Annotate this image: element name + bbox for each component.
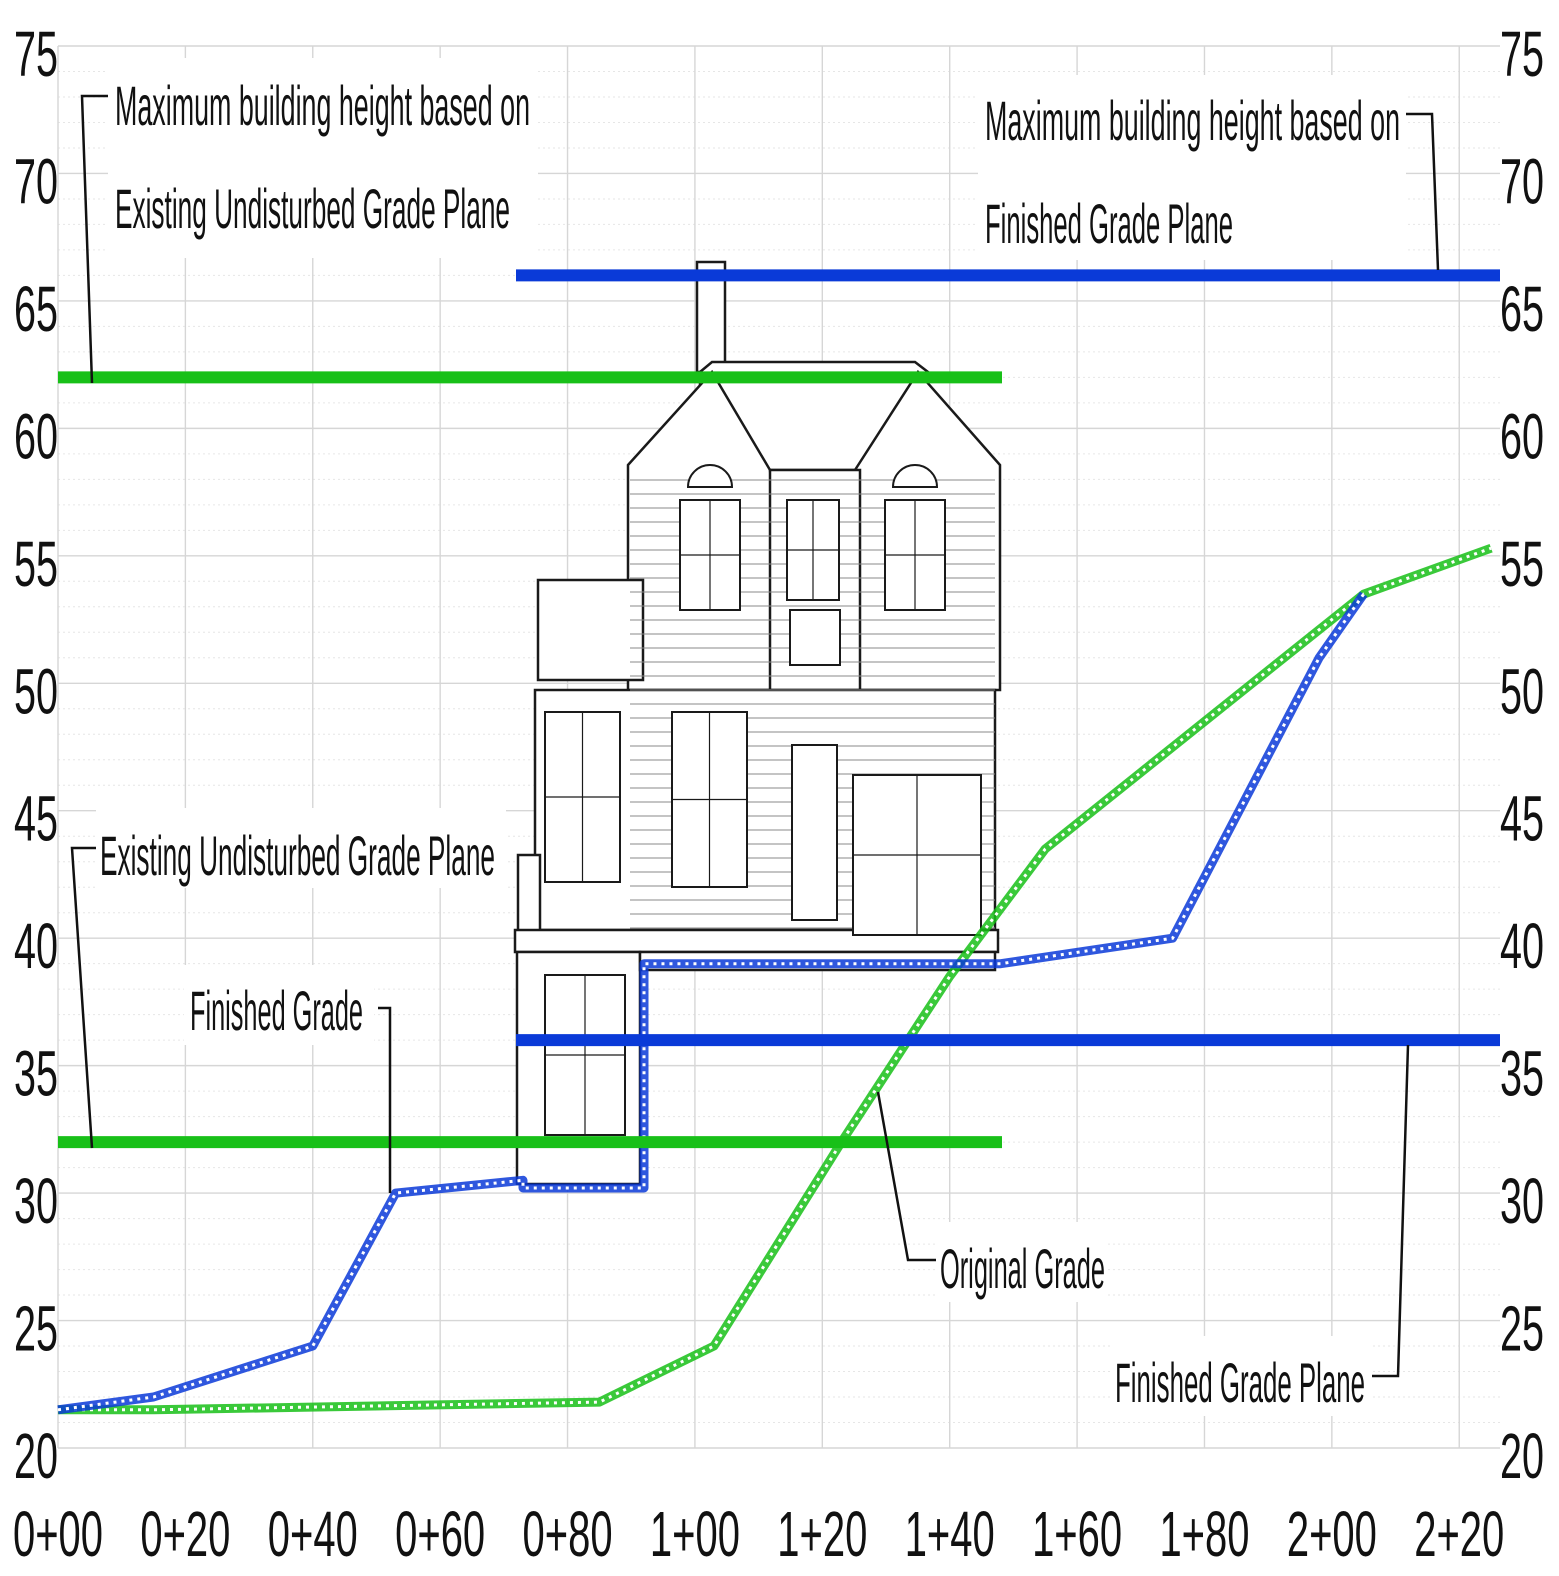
y-tick-label-right: 70 xyxy=(1500,145,1544,217)
x-tick-label: 0+40 xyxy=(268,1498,358,1570)
label-bg-max-existing xyxy=(108,58,538,258)
x-tick-label: 1+20 xyxy=(777,1498,867,1570)
y-tick-label-right: 60 xyxy=(1500,400,1544,472)
y-tick-label-left: 40 xyxy=(14,910,58,982)
y-tick-label-right: 50 xyxy=(1500,655,1544,727)
x-tick-label: 1+80 xyxy=(1159,1498,1249,1570)
max-height-finished-line1: Maximum building height based on xyxy=(985,89,1400,152)
x-tick-label: 1+60 xyxy=(1032,1498,1122,1570)
x-tick-label: 1+40 xyxy=(905,1498,995,1570)
window-panes xyxy=(545,500,981,1135)
y-tick-label-right: 35 xyxy=(1500,1038,1544,1110)
x-tick-label: 0+20 xyxy=(140,1498,230,1570)
left-gable-arch-window xyxy=(686,464,734,488)
finished-grade-label: Finished Grade xyxy=(190,979,363,1042)
y-tick-label-left: 35 xyxy=(14,1038,58,1110)
y-tick-label-left: 55 xyxy=(14,528,58,600)
middle-balcony xyxy=(789,609,841,666)
finished-grade-profile-hatch xyxy=(57,593,1365,1412)
y-tick-label-right: 30 xyxy=(1500,1165,1544,1237)
leader-finished-grade xyxy=(378,1006,392,1193)
annotation-leaders xyxy=(70,94,1440,1378)
y-tick-label-left: 45 xyxy=(14,783,58,855)
y-tick-label-left: 30 xyxy=(14,1165,58,1237)
label-bg-finished-grade xyxy=(184,965,374,1045)
y-tick-label-right: 25 xyxy=(1500,1293,1544,1365)
existing-grade-plane-label: Existing Undisturbed Grade Plane xyxy=(100,824,495,887)
x-tick-label: 0+80 xyxy=(523,1498,613,1570)
max-height-finished-line2: Finished Grade Plane xyxy=(985,192,1233,255)
grade-profiles xyxy=(57,543,1493,1415)
leader-max-height-existing xyxy=(80,94,112,384)
y-tick-label-left: 65 xyxy=(14,273,58,345)
leader-finished-grade-plane xyxy=(1372,1044,1410,1378)
leader-max-height-finished xyxy=(1405,112,1440,271)
y-tick-label-left: 20 xyxy=(14,1420,58,1492)
x-tick-label: 0+60 xyxy=(395,1498,485,1570)
leader-existing-grade-plane xyxy=(70,846,98,1149)
y-tick-label-left: 70 xyxy=(14,145,58,217)
x-tick-label: 0+00 xyxy=(13,1498,103,1570)
y-axis-labels-left: 20 25 30 35 40 45 50 55 60 65 70 75 xyxy=(14,18,58,1492)
annotation-labels: Maximum building height based on Existin… xyxy=(96,58,1406,1416)
grade-plane-lines xyxy=(58,269,1500,1149)
porch-rail xyxy=(516,853,542,937)
max-height-existing-line1: Maximum building height based on xyxy=(115,74,530,137)
original-grade-profile-hatch xyxy=(58,546,1492,1412)
y-tick-label-right: 65 xyxy=(1500,273,1544,345)
y-axis-labels-right: 20 25 30 35 40 45 50 55 60 65 70 75 xyxy=(1500,18,1544,1492)
leader-original-grade xyxy=(876,1091,936,1262)
y-tick-label-left: 50 xyxy=(14,655,58,727)
label-bg-original-grade xyxy=(936,1222,1108,1302)
y-tick-label-right: 20 xyxy=(1500,1420,1544,1492)
max-height-existing-line2: Existing Undisturbed Grade Plane xyxy=(115,177,510,240)
label-bg-max-finished xyxy=(978,75,1406,260)
y-tick-label-left: 75 xyxy=(14,18,58,90)
y-tick-label-left: 25 xyxy=(14,1293,58,1365)
upper-balcony xyxy=(536,578,645,682)
label-bg-existing-plane xyxy=(96,808,506,888)
x-tick-label: 2+00 xyxy=(1287,1498,1377,1570)
finished-grade-plane-label: Finished Grade Plane xyxy=(1115,1351,1365,1414)
y-tick-label-left: 60 xyxy=(14,400,58,472)
x-axis-labels: 0+00 0+20 0+40 0+60 0+80 1+00 1+20 1+40 1+60 1+80… xyxy=(13,1498,1504,1570)
y-tick-label-right: 45 xyxy=(1500,783,1544,855)
front-door xyxy=(791,744,838,921)
x-tick-label: 1+00 xyxy=(650,1498,740,1570)
y-tick-label-right: 75 xyxy=(1500,18,1544,90)
x-tick-label: 2+20 xyxy=(1414,1498,1504,1570)
y-tick-label-right: 40 xyxy=(1500,910,1544,982)
y-tick-label-right: 55 xyxy=(1500,528,1544,600)
original-grade-label: Original Grade xyxy=(940,1237,1105,1300)
right-gable-arch-window xyxy=(891,464,939,488)
label-bg-finished-plane xyxy=(1112,1336,1370,1416)
